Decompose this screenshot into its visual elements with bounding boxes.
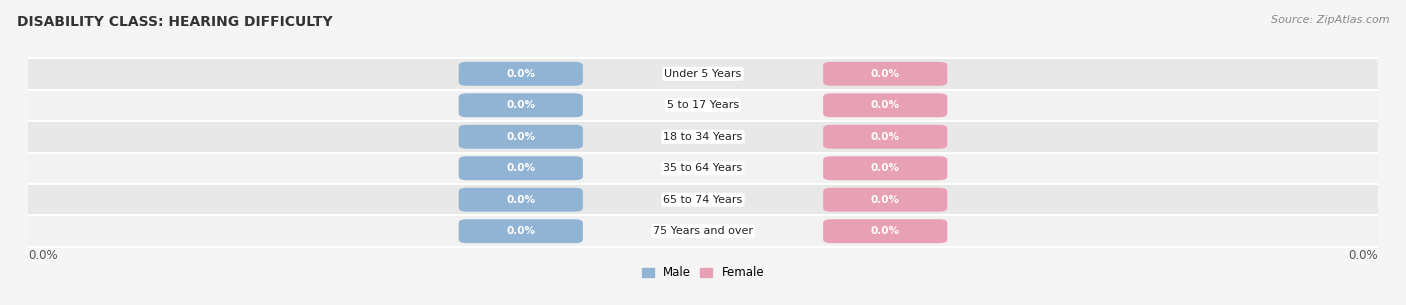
Bar <box>28 121 1378 152</box>
Text: 0.0%: 0.0% <box>506 100 536 110</box>
Text: 0.0%: 0.0% <box>506 69 536 79</box>
Text: 0.0%: 0.0% <box>506 132 536 142</box>
Text: 0.0%: 0.0% <box>870 195 900 205</box>
FancyBboxPatch shape <box>823 93 948 117</box>
Text: 0.0%: 0.0% <box>870 69 900 79</box>
Text: 18 to 34 Years: 18 to 34 Years <box>664 132 742 142</box>
Text: 0.0%: 0.0% <box>870 226 900 236</box>
FancyBboxPatch shape <box>823 156 948 180</box>
Text: 0.0%: 0.0% <box>870 132 900 142</box>
Text: 0.0%: 0.0% <box>870 163 900 173</box>
FancyBboxPatch shape <box>458 188 583 212</box>
FancyBboxPatch shape <box>823 188 948 212</box>
Text: 0.0%: 0.0% <box>506 163 536 173</box>
FancyBboxPatch shape <box>458 125 583 149</box>
Bar <box>28 58 1378 90</box>
Text: 0.0%: 0.0% <box>870 100 900 110</box>
Text: Source: ZipAtlas.com: Source: ZipAtlas.com <box>1271 15 1389 25</box>
Text: 75 Years and over: 75 Years and over <box>652 226 754 236</box>
Text: DISABILITY CLASS: HEARING DIFFICULTY: DISABILITY CLASS: HEARING DIFFICULTY <box>17 15 332 29</box>
Text: 0.0%: 0.0% <box>506 195 536 205</box>
Text: Under 5 Years: Under 5 Years <box>665 69 741 79</box>
Legend: Male, Female: Male, Female <box>641 266 765 279</box>
FancyBboxPatch shape <box>823 125 948 149</box>
FancyBboxPatch shape <box>823 62 948 86</box>
Bar <box>28 184 1378 215</box>
Text: 5 to 17 Years: 5 to 17 Years <box>666 100 740 110</box>
Text: 0.0%: 0.0% <box>1348 249 1378 261</box>
Text: 0.0%: 0.0% <box>28 249 58 261</box>
Text: 65 to 74 Years: 65 to 74 Years <box>664 195 742 205</box>
Bar <box>28 90 1378 121</box>
Text: 35 to 64 Years: 35 to 64 Years <box>664 163 742 173</box>
Text: 0.0%: 0.0% <box>506 226 536 236</box>
FancyBboxPatch shape <box>458 93 583 117</box>
Bar <box>28 215 1378 247</box>
FancyBboxPatch shape <box>823 219 948 243</box>
FancyBboxPatch shape <box>458 156 583 180</box>
Bar <box>28 152 1378 184</box>
FancyBboxPatch shape <box>458 219 583 243</box>
FancyBboxPatch shape <box>458 62 583 86</box>
